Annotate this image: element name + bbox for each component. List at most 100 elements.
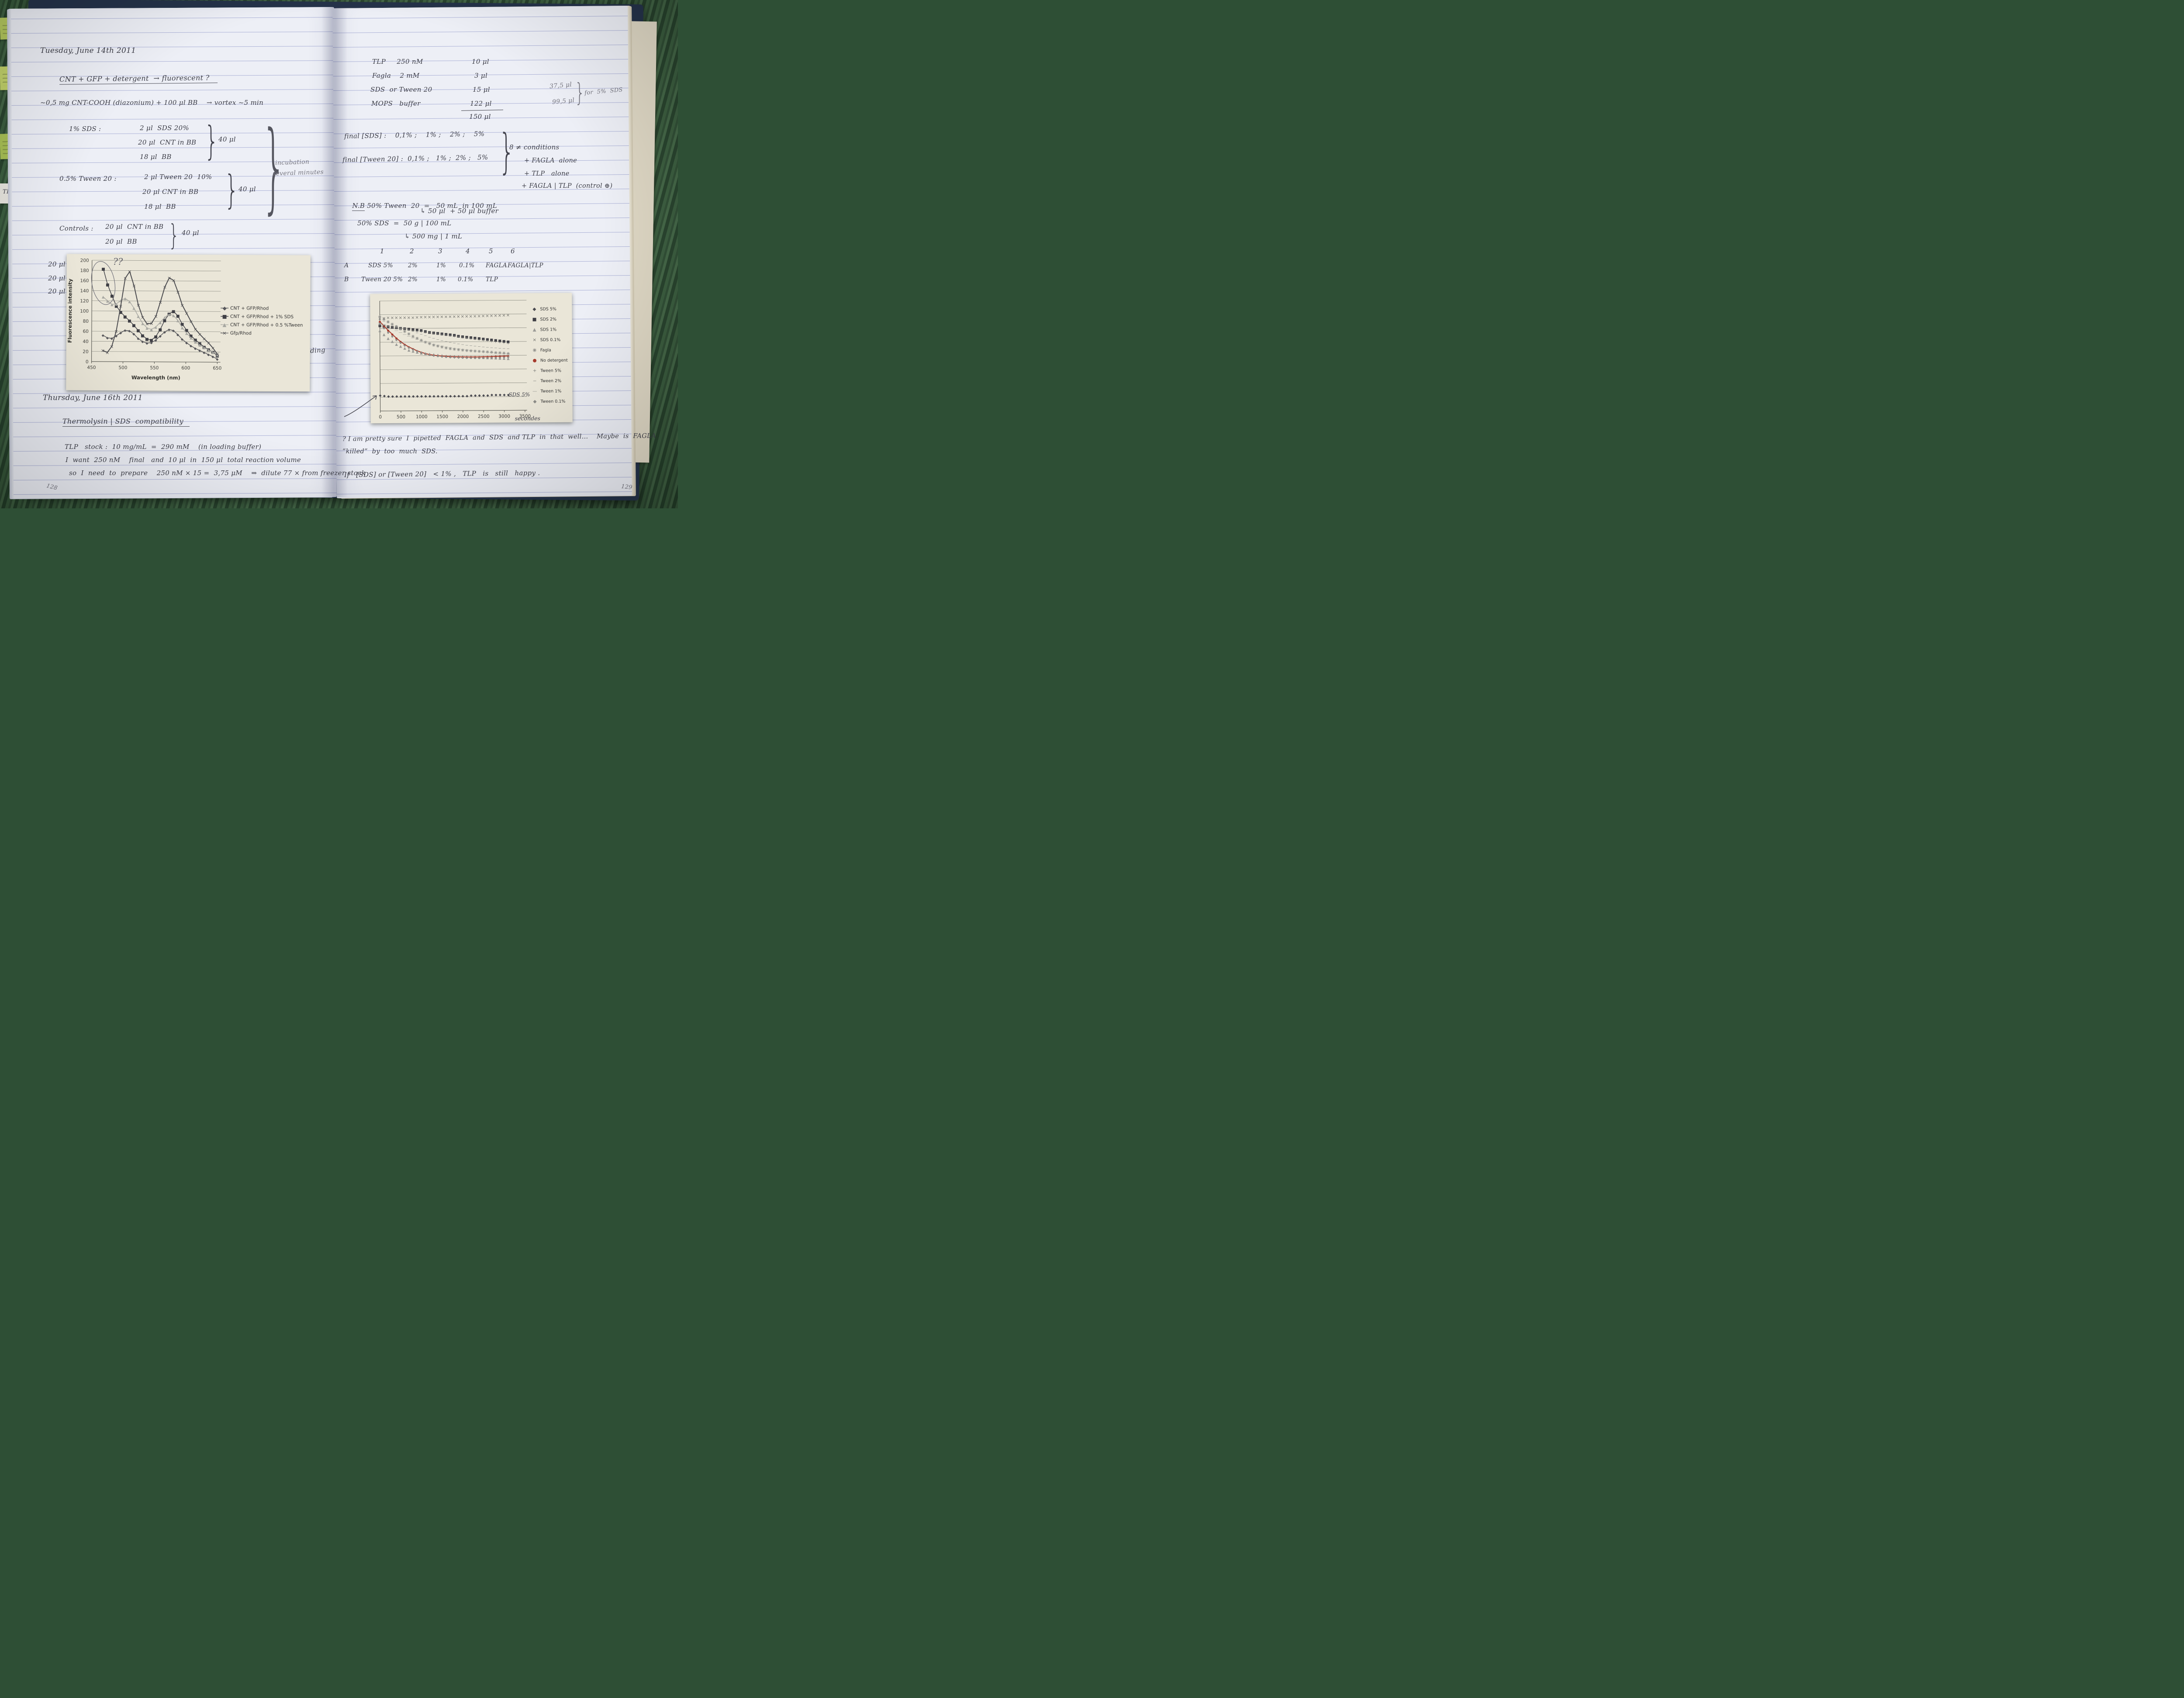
svg-text:+: + — [460, 347, 465, 353]
svg-text:◆: ◆ — [383, 326, 385, 330]
svg-text:◆: ◆ — [198, 349, 201, 352]
svg-text:×: × — [485, 314, 489, 318]
svg-text:●: ● — [399, 340, 402, 344]
svg-text:−: − — [490, 346, 494, 350]
svg-text:+: + — [444, 345, 449, 351]
svg-text:secondes: secondes — [515, 415, 540, 421]
plate-col-4: 4 — [466, 247, 470, 255]
svg-text:◆: ◆ — [432, 394, 435, 398]
svg-text:×: × — [215, 352, 219, 357]
svg-text:▲: ▲ — [478, 355, 481, 360]
svg-text:■: ■ — [440, 332, 444, 336]
svg-text:◆: ◆ — [429, 394, 432, 398]
svg-text:×: × — [461, 348, 465, 353]
plate-B5: TLP — [486, 276, 498, 283]
plate-col-1: 1 — [380, 247, 384, 255]
svg-text:+: + — [432, 342, 436, 348]
svg-text:◆: ◆ — [391, 335, 394, 338]
svg-text:■: ■ — [498, 339, 501, 343]
svg-text:×: × — [532, 337, 536, 342]
svg-text:◆: ◆ — [404, 343, 406, 347]
svg-text:◆: ◆ — [404, 394, 407, 398]
svg-text:◆: ◆ — [478, 393, 481, 397]
svg-text:−: − — [432, 337, 435, 341]
svg-text:▲: ▲ — [203, 346, 206, 350]
svg-text:−: − — [403, 327, 407, 331]
tween-mix-label: 0.5% Tween 20 : — [59, 175, 117, 183]
svg-text:▲: ▲ — [420, 351, 423, 355]
svg-text:+: + — [440, 344, 444, 350]
svg-text:180: 180 — [80, 268, 89, 273]
svg-text:−: − — [378, 318, 382, 322]
svg-text:×: × — [448, 346, 452, 352]
svg-text:◆: ◆ — [420, 394, 423, 398]
plate-rowB-label: B — [344, 276, 349, 283]
controls-total: 40 μl — [182, 229, 199, 237]
svg-text:×: × — [386, 316, 390, 321]
svg-text:◆: ◆ — [470, 356, 472, 360]
plate-col-5: 5 — [489, 247, 493, 255]
svg-text:×: × — [110, 344, 114, 349]
svg-text:●: ● — [416, 349, 418, 353]
svg-text:SDS 1%: SDS 1% — [540, 327, 557, 332]
svg-text:×: × — [403, 316, 406, 321]
svg-text:■: ■ — [110, 294, 114, 299]
nb-line2: ↳ 50 μl + 50 μl buffer — [420, 207, 499, 215]
svg-text:×: × — [498, 350, 502, 355]
svg-text:■: ■ — [215, 354, 219, 358]
svg-text:◆: ◆ — [124, 328, 127, 332]
svg-text:−: − — [420, 332, 423, 337]
svg-text:Fluorescence intensity: Fluorescence intensity — [67, 279, 73, 343]
svg-text:—: — — [453, 346, 456, 351]
svg-text:+: + — [506, 351, 511, 356]
svg-text:◆: ◆ — [466, 355, 468, 359]
svg-text:◆: ◆ — [449, 394, 452, 398]
svg-text:◆: ◆ — [445, 394, 448, 398]
svg-text:▲: ▲ — [102, 295, 105, 300]
svg-text:■: ■ — [486, 338, 489, 342]
svg-text:+: + — [465, 336, 469, 340]
svg-text:◆: ◆ — [106, 336, 109, 340]
svg-text:■: ■ — [128, 319, 131, 324]
sds-mix-label: 1% SDS : — [69, 125, 101, 133]
svg-text:◆: ◆ — [400, 394, 403, 398]
plate-A6: FAGLA|TLP — [508, 262, 543, 269]
svg-text:500: 500 — [397, 414, 405, 420]
mix-row2-name: Fagla 2 mM — [372, 72, 420, 79]
svg-text:▲: ▲ — [494, 356, 498, 360]
svg-text:●: ● — [404, 343, 406, 346]
svg-text:140: 140 — [80, 288, 89, 293]
svg-text:◆: ◆ — [491, 355, 493, 359]
svg-text:+: + — [387, 324, 390, 329]
svg-text:+: + — [390, 321, 394, 327]
svg-text:■: ■ — [149, 338, 153, 343]
svg-text:◆: ◆ — [145, 341, 149, 345]
svg-text:■: ■ — [502, 339, 506, 343]
svg-text:+: + — [481, 349, 486, 355]
mix-side-brace: } — [575, 78, 585, 107]
svg-text:×: × — [158, 300, 162, 305]
nb-marker: N.B — [352, 202, 365, 211]
svg-text:×: × — [428, 315, 431, 320]
svg-text:▲: ▲ — [159, 321, 162, 325]
svg-text:—: — — [398, 331, 402, 335]
svg-text:—: — — [423, 340, 427, 345]
svg-text:+: + — [428, 331, 431, 335]
conditions-count: 8 ≠ conditions — [509, 143, 560, 151]
svg-text:+: + — [494, 350, 498, 355]
svg-text:▲: ▲ — [198, 343, 201, 348]
svg-text:×: × — [378, 317, 381, 321]
svg-text:×: × — [502, 351, 506, 356]
svg-text:×: × — [386, 319, 390, 324]
svg-text:■: ■ — [453, 333, 456, 337]
svg-text:◆: ◆ — [387, 331, 390, 335]
condition-fagla-alone: + FAGLA alone — [524, 157, 577, 164]
svg-text:●: ● — [532, 358, 536, 363]
svg-text:×: × — [444, 315, 448, 320]
svg-text:450: 450 — [87, 365, 96, 370]
tween-mix-line3: 18 μl BB — [144, 203, 176, 211]
svg-text:■: ■ — [172, 310, 176, 314]
plate-rowA-label: A — [344, 262, 349, 269]
svg-text:×: × — [502, 313, 505, 318]
svg-text:●: ● — [379, 320, 381, 324]
